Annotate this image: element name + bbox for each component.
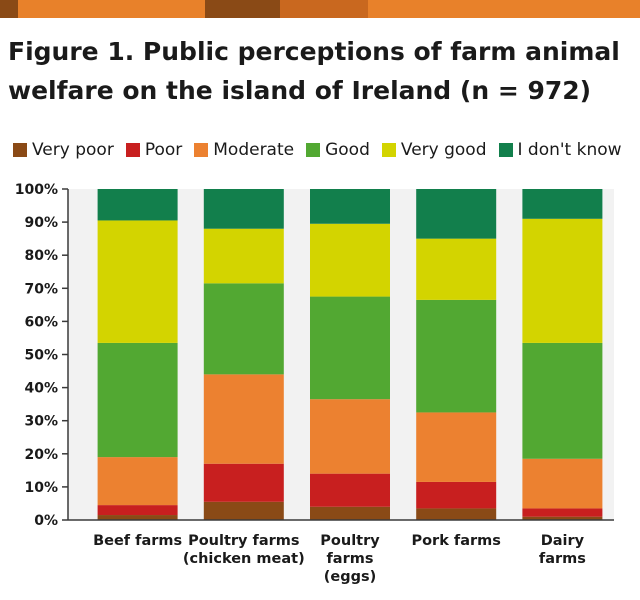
bar-segment (522, 342, 603, 459)
bar-segment (97, 457, 178, 506)
legend-swatch (498, 143, 513, 157)
legend-item: Good (306, 140, 370, 160)
bar-segment (522, 516, 603, 520)
bar-segment (97, 515, 178, 520)
legend-label: Very good (400, 140, 487, 160)
legend-label: Very poor (32, 140, 114, 160)
x-category-label-line: Poultry farms (188, 533, 300, 549)
stripe-segment (0, 0, 18, 18)
x-category-label: Dairy farms (497, 532, 627, 568)
bar-segment (416, 508, 497, 520)
legend-swatch (306, 143, 321, 157)
legend-item: Very poor (13, 140, 114, 160)
legend-item: Moderate (194, 140, 294, 160)
legend-swatch (125, 143, 140, 157)
y-tick-label: 100% (15, 182, 58, 198)
bar-segment (310, 189, 390, 224)
bar-segment (203, 228, 284, 284)
x-category-label: Poultry farms (chicken meat) (179, 532, 309, 568)
chart-title-line: Figure 1. Public perceptions of farm ani… (8, 37, 620, 66)
top-color-stripe (0, 0, 640, 18)
x-category-label-line: (chicken meat) (182, 551, 305, 567)
bar-segment (97, 505, 178, 516)
bar-segment (522, 508, 603, 517)
legend-swatch (13, 143, 27, 157)
x-category-label: Pork farms (391, 532, 521, 550)
legend-swatch (194, 143, 209, 157)
legend: Very poor Poor Moderate Good Very good I don'… (13, 137, 638, 163)
stripe-segment (205, 0, 280, 18)
y-tick-label: 90% (24, 215, 58, 231)
bar-segment (310, 399, 390, 474)
x-category-label-line: farms (538, 551, 586, 567)
bar-segment (203, 463, 284, 502)
bar-segment (416, 299, 497, 413)
y-tick-label: 0% (34, 513, 58, 529)
chart-title: Figure 1. Public perceptions of farm ani… (8, 32, 628, 110)
stripe-segment (368, 0, 640, 18)
legend-label: I don't know (517, 140, 622, 160)
chart-title-line: welfare on the island of Ireland (n = 97… (8, 76, 592, 105)
bar-segment (97, 189, 178, 221)
bar-segment (310, 296, 390, 400)
x-category-label: Beef farms (73, 532, 203, 550)
legend-label: Good (325, 140, 370, 160)
legend-label: Moderate (213, 140, 295, 160)
legend-swatch (381, 143, 396, 157)
legend-item: Very good (381, 140, 487, 160)
y-tick-label: 60% (24, 314, 58, 330)
y-tick-label: 20% (24, 447, 58, 463)
bar-segment (310, 473, 390, 507)
stripe-segment (280, 0, 368, 18)
bar-segment (203, 501, 284, 520)
x-category-label-line: Dairy (540, 533, 585, 549)
bar-segment (310, 223, 390, 297)
bar-segment (97, 342, 178, 458)
legend-item: Poor (125, 140, 183, 160)
bar-segment (522, 458, 603, 509)
x-category-label-line: Pork farms (411, 533, 501, 549)
x-category-label-line: farms (326, 551, 374, 567)
y-tick-label: 50% (24, 348, 58, 364)
x-category-label-line: (eggs) (323, 569, 377, 585)
x-category-label-line: Poultry (320, 533, 380, 549)
bar-segment (203, 283, 284, 375)
legend-item: I don't know (498, 140, 622, 160)
y-tick-label: 80% (24, 248, 58, 264)
bar-segment (522, 189, 603, 219)
bar-segment (203, 374, 284, 464)
bar-segment (416, 412, 497, 482)
stripe-segment (18, 0, 205, 18)
bar-segment (203, 189, 284, 229)
bar-segment (522, 218, 603, 343)
y-tick-label: 40% (24, 381, 58, 397)
x-category-label: Poultry farms (eggs) (285, 532, 415, 586)
legend-label: Poor (144, 140, 183, 160)
y-tick-label: 10% (24, 480, 58, 496)
bar-segment (416, 189, 497, 239)
y-tick-label: 70% (24, 281, 58, 297)
y-tick-label: 30% (24, 414, 58, 430)
bar-segment (97, 220, 178, 343)
bar-segment (310, 506, 390, 520)
x-category-label-line: Beef farms (93, 533, 183, 549)
bar-segment (416, 238, 497, 300)
bar-segment (416, 481, 497, 509)
